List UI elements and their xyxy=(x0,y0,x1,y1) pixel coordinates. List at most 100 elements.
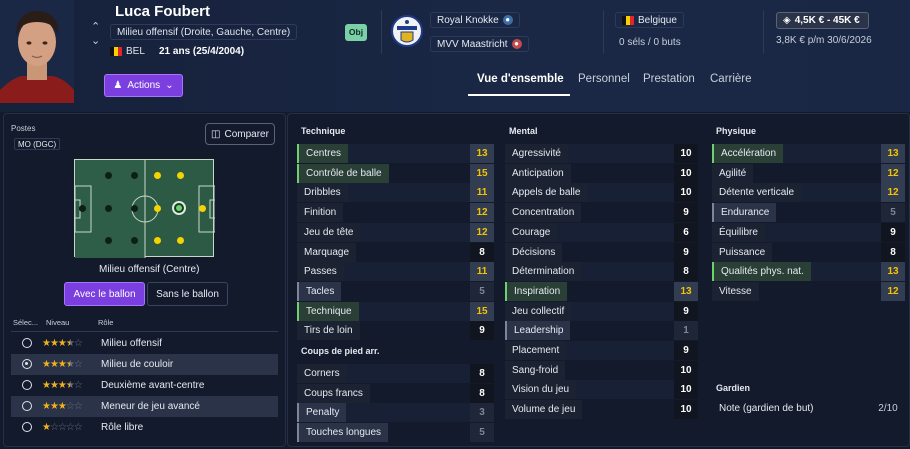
pitch-position-dot[interactable] xyxy=(131,205,138,212)
pitch-position-dot[interactable] xyxy=(105,205,112,212)
attribute-name: Touches longues xyxy=(297,423,389,443)
role-radio[interactable] xyxy=(22,401,32,411)
transfer-value[interactable]: ◈ 4,5K € - 45K € xyxy=(776,12,869,29)
loan-icon: ● xyxy=(511,39,522,49)
attribute-row[interactable]: Qualités phys. nat. 13 xyxy=(712,262,905,282)
attribute-row[interactable]: Accélération 13 xyxy=(712,144,905,163)
pitch-position-dot[interactable] xyxy=(131,172,138,179)
role-select-header[interactable]: Sélec... xyxy=(13,318,39,327)
pitch-position-dot[interactable] xyxy=(154,237,161,244)
attribute-row[interactable]: Agressivité 10 xyxy=(505,144,698,163)
attribute-name: Vitesse xyxy=(712,281,759,301)
attribute-row[interactable]: Courage 6 xyxy=(505,222,698,242)
attribute-row[interactable]: Inspiration 13 xyxy=(505,281,698,301)
pitch-position-dot[interactable] xyxy=(79,205,86,212)
attribute-row[interactable]: Décisions 9 xyxy=(505,242,698,262)
attribute-row[interactable]: Vitesse 12 xyxy=(712,281,905,301)
selected-position-marker[interactable] xyxy=(172,201,186,215)
attribute-name: Détente verticale xyxy=(712,183,802,203)
country-link[interactable]: Belgique xyxy=(615,12,684,28)
pitch-position-dot[interactable] xyxy=(105,172,112,179)
attribute-row[interactable]: Détermination 8 xyxy=(505,262,698,282)
attribute-row[interactable]: Finition 12 xyxy=(297,203,494,223)
attribute-row[interactable]: Corners 8 xyxy=(297,364,494,383)
nationality: BEL xyxy=(110,44,145,59)
role-row[interactable]: ★★★★☆ Deuxième avant-centre xyxy=(11,375,278,396)
attribute-name: Qualités phys. nat. xyxy=(712,262,811,282)
role-row[interactable]: ★☆☆☆☆ Rôle libre xyxy=(11,417,278,438)
previous-player-chevron-icon[interactable]: ⌃ xyxy=(91,21,101,33)
pitch-position-dot[interactable] xyxy=(105,237,112,244)
attribute-row[interactable]: Tacles 5 xyxy=(297,281,494,301)
tab-personal[interactable]: Personnel xyxy=(578,73,630,85)
attribute-row[interactable]: Jeu collectif 9 xyxy=(505,301,698,321)
attribute-row[interactable]: Penalty 3 xyxy=(297,403,494,423)
attribute-row[interactable]: Appels de balle 10 xyxy=(505,183,698,203)
role-radio[interactable] xyxy=(22,380,32,390)
attribute-row[interactable]: Équilibre 9 xyxy=(712,222,905,242)
attribute-row[interactable]: Touches longues 5 xyxy=(297,423,494,443)
pitch-position-dot[interactable] xyxy=(131,237,138,244)
attribute-row[interactable]: Coups francs 8 xyxy=(297,383,494,403)
tab-performance[interactable]: Prestation xyxy=(643,73,695,85)
attribute-row[interactable]: Passes 11 xyxy=(297,262,494,282)
pitch-lines xyxy=(75,160,215,258)
pitch-position-dot[interactable] xyxy=(177,172,184,179)
club-link[interactable]: Royal Knokke ● xyxy=(430,12,520,28)
attribute-row[interactable]: Endurance 5 xyxy=(712,203,905,223)
tab-career[interactable]: Carrière xyxy=(710,73,752,85)
role-radio[interactable] xyxy=(22,422,32,432)
attribute-row[interactable]: Jeu de tête 12 xyxy=(297,222,494,242)
attribute-row[interactable]: Leadership 1 xyxy=(505,321,698,341)
pitch-position-dot[interactable] xyxy=(177,237,184,244)
objective-badge[interactable]: Obj xyxy=(345,24,367,41)
player-avatar xyxy=(0,0,74,103)
attribute-row[interactable]: Marquage 8 xyxy=(297,242,494,262)
attribute-row[interactable]: Vision du jeu 10 xyxy=(505,380,698,400)
attribute-row[interactable]: Placement 9 xyxy=(505,341,698,360)
without-ball-button[interactable]: Sans le ballon xyxy=(147,282,228,306)
attribute-value: 10 xyxy=(674,183,698,203)
attribute-row[interactable]: Technique 15 xyxy=(297,301,494,321)
attribute-row[interactable]: Agilité 12 xyxy=(712,163,905,183)
attribute-row[interactable]: Détente verticale 12 xyxy=(712,183,905,203)
nationality-code: BEL xyxy=(126,46,145,57)
player-name: Luca Foubert xyxy=(115,3,211,20)
role-radio[interactable] xyxy=(22,338,32,348)
with-ball-button[interactable]: Avec le ballon xyxy=(64,282,145,306)
tab-overview[interactable]: Vue d'ensemble xyxy=(477,73,564,85)
attribute-name: Anticipation xyxy=(505,163,571,183)
next-player-chevron-icon[interactable]: ⌄ xyxy=(91,35,101,47)
attribute-row[interactable]: Tirs de loin 9 xyxy=(297,321,494,341)
compare-button[interactable]: ◫ Comparer xyxy=(205,123,275,145)
pitch-position-dot[interactable] xyxy=(154,205,161,212)
club-crest-icon[interactable] xyxy=(391,14,423,48)
attribute-name: Coups francs xyxy=(297,383,370,403)
attribute-row[interactable]: Centres 13 xyxy=(297,144,494,163)
role-radio[interactable] xyxy=(22,359,32,369)
attribute-row[interactable]: Sang-froid 10 xyxy=(505,360,698,380)
position-pitch[interactable] xyxy=(74,159,215,258)
attribute-name: Décisions xyxy=(505,242,563,262)
role-row[interactable]: ★★★☆☆ Meneur de jeu avancé xyxy=(11,396,278,417)
pitch-position-dot[interactable] xyxy=(154,172,161,179)
attribute-name: Endurance xyxy=(712,203,777,223)
attribute-row[interactable]: Anticipation 10 xyxy=(505,163,698,183)
attribute-row[interactable]: Volume de jeu 10 xyxy=(505,400,698,420)
role-name-header[interactable]: Rôle xyxy=(98,318,114,327)
actions-button[interactable]: ♟ Actions ⌄ xyxy=(104,74,183,97)
attribute-row[interactable]: Puissance 8 xyxy=(712,242,905,262)
role-level-header[interactable]: Niveau xyxy=(46,318,70,327)
attribute-value: 2/10 xyxy=(878,403,898,414)
role-row[interactable]: ★★★★☆ Milieu offensif xyxy=(11,333,278,354)
transfer-value-text: 4,5K € - 45K € xyxy=(794,14,860,26)
loan-club-link[interactable]: MVV Maastricht ● xyxy=(430,36,529,52)
attribute-row[interactable]: Contrôle de balle 15 xyxy=(297,163,494,183)
attribute-row[interactable]: Concentration 9 xyxy=(505,203,698,223)
pitch-position-dot[interactable] xyxy=(199,205,206,212)
role-row[interactable]: ★★★★☆ Milieu de couloir xyxy=(11,354,278,375)
attribute-value: 13 xyxy=(881,262,905,282)
attribute-value: 3 xyxy=(470,403,494,423)
attribute-row[interactable]: Note (gardien de but) 2/10 xyxy=(712,399,905,418)
attribute-row[interactable]: Dribbles 11 xyxy=(297,183,494,203)
